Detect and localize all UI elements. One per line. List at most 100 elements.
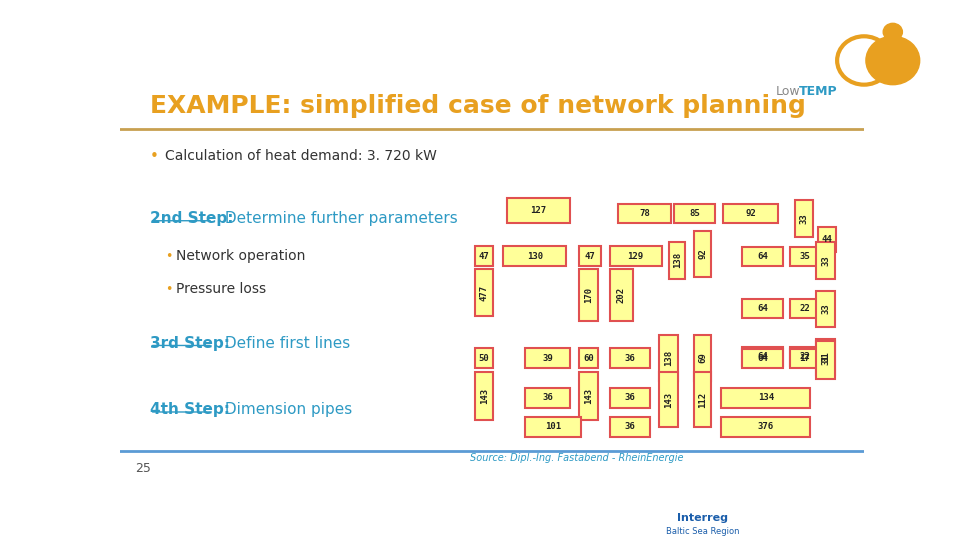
FancyBboxPatch shape [579,246,601,266]
Text: 78: 78 [639,209,650,218]
FancyBboxPatch shape [525,348,570,368]
Text: 50: 50 [479,354,490,363]
Text: 35: 35 [799,252,810,261]
Text: 33: 33 [800,213,808,224]
FancyBboxPatch shape [610,348,651,368]
Text: EXAMPLE: simplified case of network planning: EXAMPLE: simplified case of network plan… [150,94,805,118]
Text: 36: 36 [625,354,636,363]
Text: 69: 69 [698,353,708,363]
Text: 36: 36 [542,393,553,402]
FancyBboxPatch shape [694,373,710,427]
Text: TEMP: TEMP [800,85,838,98]
FancyBboxPatch shape [503,246,566,266]
Text: 85: 85 [689,209,700,218]
FancyBboxPatch shape [742,349,783,368]
FancyBboxPatch shape [789,299,820,319]
FancyBboxPatch shape [795,200,813,238]
FancyBboxPatch shape [742,247,783,266]
Text: 2nd Step:: 2nd Step: [150,211,233,226]
Text: Define first lines: Define first lines [221,336,350,351]
FancyBboxPatch shape [816,241,835,279]
Text: Source: Dipl.-Ing. Fastabend - RheinEnergie: Source: Dipl.-Ing. Fastabend - RheinEner… [469,453,684,463]
Text: Determine further parameters: Determine further parameters [221,211,458,226]
FancyBboxPatch shape [475,268,493,316]
Circle shape [883,23,902,40]
Text: 376: 376 [757,422,774,431]
Text: 92: 92 [698,248,708,259]
Text: 112: 112 [698,392,708,408]
FancyBboxPatch shape [475,348,493,368]
Text: 101: 101 [545,422,562,431]
FancyBboxPatch shape [660,373,678,427]
Text: Network operation: Network operation [176,249,305,263]
Text: 31: 31 [821,352,830,362]
FancyBboxPatch shape [669,241,685,279]
FancyBboxPatch shape [789,349,820,368]
Text: 64: 64 [757,305,768,313]
FancyBboxPatch shape [721,388,810,408]
Text: 44: 44 [822,235,832,244]
Text: Pressure loss: Pressure loss [176,282,266,296]
FancyBboxPatch shape [723,204,779,223]
FancyBboxPatch shape [475,246,493,266]
FancyBboxPatch shape [579,373,598,420]
Text: 130: 130 [527,252,542,261]
FancyBboxPatch shape [660,335,678,381]
Text: 129: 129 [628,252,643,261]
Text: 64: 64 [757,352,768,361]
Text: 47: 47 [479,252,490,261]
FancyBboxPatch shape [525,388,570,408]
FancyBboxPatch shape [694,231,710,277]
Text: 3rd Step:: 3rd Step: [150,336,229,351]
FancyBboxPatch shape [674,204,715,223]
Text: 143: 143 [480,388,489,404]
Text: 64: 64 [757,252,768,261]
FancyBboxPatch shape [507,198,570,223]
FancyBboxPatch shape [610,417,651,437]
FancyBboxPatch shape [610,388,651,408]
FancyBboxPatch shape [525,417,581,437]
Text: 60: 60 [583,354,593,363]
Text: Interreg: Interreg [677,513,728,523]
Text: 4th Step:: 4th Step: [150,402,229,417]
Text: 170: 170 [584,286,593,302]
Text: •: • [165,283,172,296]
Text: 138: 138 [664,350,673,366]
Text: 36: 36 [625,422,636,431]
FancyBboxPatch shape [816,341,835,379]
Text: 64: 64 [757,354,768,363]
FancyBboxPatch shape [789,247,820,266]
Text: 33: 33 [821,255,830,266]
Text: 477: 477 [480,285,489,301]
FancyBboxPatch shape [816,292,835,327]
FancyBboxPatch shape [789,347,820,366]
Text: •: • [150,149,158,164]
FancyBboxPatch shape [721,417,810,437]
FancyBboxPatch shape [579,348,598,368]
Text: 36: 36 [625,393,636,402]
FancyBboxPatch shape [816,339,835,375]
Text: 39: 39 [542,354,553,363]
Text: 134: 134 [757,393,774,402]
Text: 47: 47 [585,252,595,261]
Text: Low: Low [776,85,801,98]
Text: 138: 138 [673,252,682,268]
Text: 25: 25 [134,462,151,475]
FancyBboxPatch shape [610,246,661,266]
FancyBboxPatch shape [610,268,634,321]
Text: 31: 31 [821,355,830,366]
Text: 17: 17 [799,354,810,363]
FancyBboxPatch shape [694,335,710,381]
Circle shape [866,36,920,85]
Text: 22: 22 [799,305,810,313]
Text: 127: 127 [531,206,546,215]
Text: Calculation of heat demand: 3. 720 kW: Calculation of heat demand: 3. 720 kW [165,149,437,163]
Text: 22: 22 [799,352,810,361]
FancyBboxPatch shape [818,227,836,252]
FancyBboxPatch shape [579,268,598,321]
Text: 143: 143 [584,388,593,404]
Text: •: • [165,249,172,262]
Text: Baltic Sea Region: Baltic Sea Region [665,528,739,536]
Text: 202: 202 [617,286,626,302]
Text: Dimension pipes: Dimension pipes [221,402,352,417]
